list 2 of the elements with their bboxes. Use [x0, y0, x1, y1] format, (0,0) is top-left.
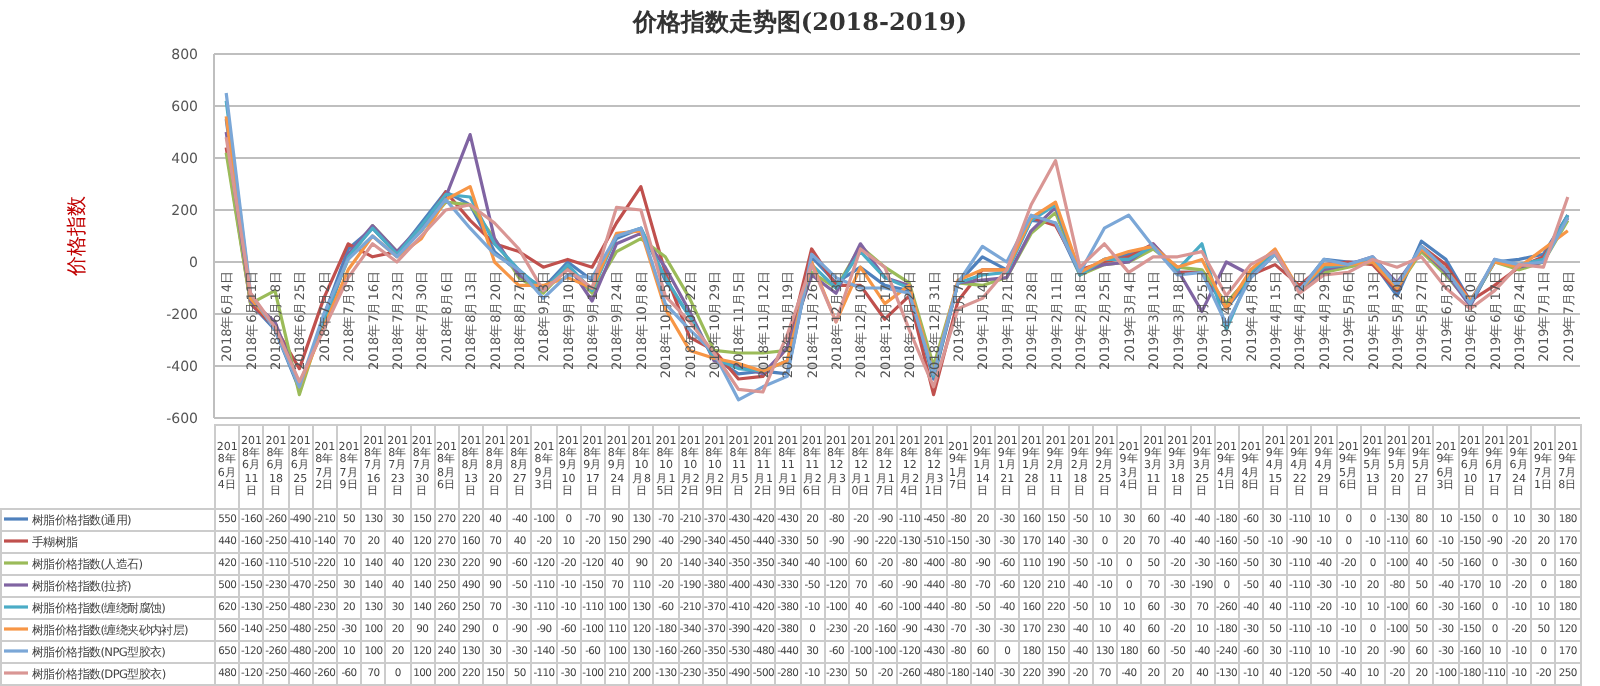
y-axis-title: 价格指数	[65, 196, 90, 278]
chart-title: 价格指数走势图(2018-2019)	[630, 6, 970, 40]
